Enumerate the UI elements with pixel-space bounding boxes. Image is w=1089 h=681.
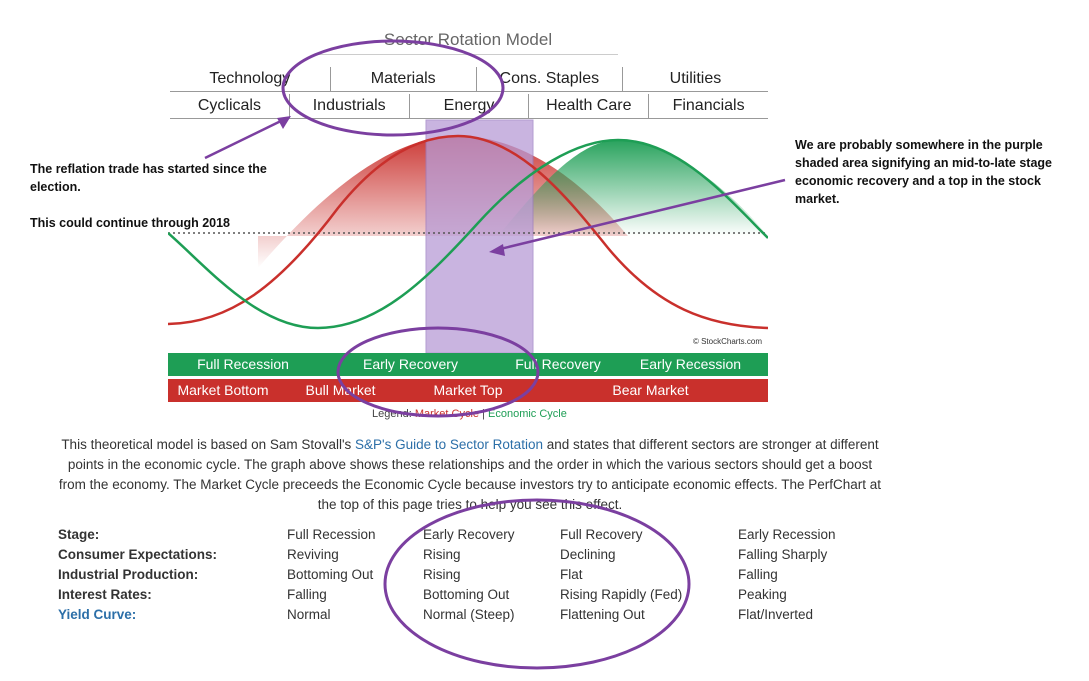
sector-energy: Energy [410, 94, 530, 118]
table-cell: Early Recession [738, 526, 836, 542]
table-cell: Full Recession [287, 526, 376, 542]
table-row: Consumer Expectations: Reviving Rising Decl… [55, 544, 898, 564]
sector-row-top: Technology Materials Cons. Staples Utili… [170, 67, 768, 92]
table-cell: Normal (Steep) [423, 606, 515, 622]
sector-materials: Materials [331, 67, 477, 91]
legend-prefix: Legend: [372, 408, 412, 420]
table-cell: Falling [738, 566, 778, 582]
row-label: Stage: [58, 526, 100, 542]
table-cell: Full Recovery [560, 526, 643, 542]
sector-cons-staples: Cons. Staples [477, 67, 623, 91]
sector-row-bottom: Cyclicals Industrials Energy Health Care… [170, 94, 768, 119]
sector-utilities: Utilities [669, 70, 722, 87]
table-cell: Bottoming Out [423, 586, 510, 602]
market-bottom: Market Bottom [177, 382, 269, 398]
note-left-line1: The reflation trade has started since th… [30, 162, 267, 194]
table-cell: Falling Sharply [738, 546, 828, 562]
table-row: Interest Rates: Falling Bottoming Out Risin… [55, 584, 898, 604]
table-cell: Declining [560, 546, 616, 562]
row-label: Consumer Expectations: [58, 546, 218, 562]
sp-guide-link[interactable]: S&P's Guide to Sector Rotation [355, 437, 543, 452]
market-stage-bar: Market Bottom Bull Market Market Top Bea… [168, 379, 768, 402]
row-label[interactable]: Yield Curve: [58, 606, 137, 622]
table-cell: Rising [423, 546, 461, 562]
table-row: Industrial Production: Bottoming Out Risin… [55, 564, 898, 584]
watermark: © StockCharts.com [693, 337, 762, 346]
stage-table: Stage: Full Recession Early Recovery Full R… [55, 524, 898, 624]
description-part1: This theoretical model is based on Sam S… [61, 437, 356, 452]
cycle-chart: © StockCharts.com [168, 119, 768, 353]
economic-stage-bar: Full Recession Early Recovery Full Recov… [168, 353, 768, 376]
note-right: We are probably somewhere in the purple … [795, 138, 1053, 206]
stage-early-recession: Early Recession [639, 356, 742, 372]
stage-full-recession: Full Recession [197, 356, 289, 372]
table-cell: Bottoming Out [287, 566, 374, 582]
description-paragraph: This theoretical model is based on Sam S… [55, 435, 885, 515]
table-cell: Peaking [738, 586, 787, 602]
table-cell: Rising [423, 566, 461, 582]
legend: Legend: Market Cycle | Economic Cycle [372, 408, 567, 420]
table-row: Yield Curve: Normal Normal (Steep) Flatteni… [55, 604, 898, 624]
diagram-title: Sector Rotation Model [318, 30, 618, 55]
bear-market: Bear Market [612, 382, 689, 398]
table-row: Stage: Full Recession Early Recovery Full R… [55, 524, 898, 544]
sector-financials: Financials [672, 97, 745, 114]
table-cell: Normal [287, 606, 331, 622]
table-cell: Flat [560, 566, 583, 582]
table-cell: Flat/Inverted [738, 606, 814, 622]
table-cell: Falling [287, 586, 327, 602]
table-cell: Early Recovery [423, 526, 515, 542]
table-cell: Reviving [287, 546, 339, 562]
row-label: Interest Rates: [58, 586, 152, 602]
legend-economic-cycle: Economic Cycle [488, 408, 567, 420]
legend-market-cycle: Market Cycle [414, 408, 480, 420]
note-left: The reflation trade has started since th… [30, 160, 300, 232]
stage-early-recovery: Early Recovery [363, 356, 458, 372]
market-top: Market Top [433, 382, 503, 398]
bull-market: Bull Market [305, 382, 376, 398]
sector-technology: Technology [170, 67, 331, 91]
table-cell: Flattening Out [560, 606, 645, 622]
row-label: Industrial Production: [58, 566, 199, 582]
table-cell: Rising Rapidly (Fed) [560, 586, 683, 602]
stage-full-recovery: Full Recovery [515, 356, 601, 372]
note-left-line2: This could continue through 2018 [30, 216, 231, 230]
sector-cyclicals: Cyclicals [170, 94, 290, 118]
economic-cycle-line [168, 138, 768, 330]
legend-separator: | [479, 408, 488, 420]
description-part2: and states that different sectors are st… [58, 437, 882, 512]
sector-health-care: Health Care [529, 94, 650, 118]
sector-industrials: Industrials [290, 94, 410, 118]
